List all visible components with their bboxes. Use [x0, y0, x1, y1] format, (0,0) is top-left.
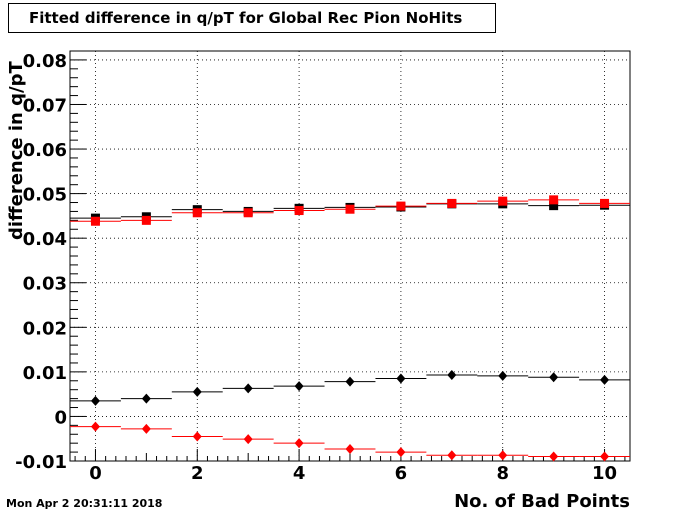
chart-title: Fitted difference in q/pT for Global Rec…: [8, 3, 496, 33]
plot-frame: [69, 50, 631, 462]
data-point: [549, 195, 559, 205]
data-point: [141, 393, 151, 404]
x-tick-label: 10: [592, 463, 617, 484]
data-point: [600, 374, 610, 385]
data-points: [70, 195, 630, 462]
data-point: [345, 204, 355, 214]
y-tick-label: 0.01: [23, 363, 67, 384]
x-tick-label: 0: [89, 463, 102, 484]
data-point: [345, 376, 355, 387]
data-point: [549, 372, 559, 383]
data-point: [243, 434, 253, 445]
x-tick-label: 4: [293, 463, 306, 484]
y-axis-label: difference in q/pT: [6, 61, 27, 240]
y-tick-labels: -0.01 0 0.01 0.02 0.03 0.04 0.05 0.06 0.07 0.08: [15, 51, 67, 473]
footer-date: Mon Apr 2 20:31:11 2018: [6, 497, 163, 510]
data-point: [345, 443, 355, 454]
data-point: [141, 215, 151, 225]
data-point: [396, 201, 406, 211]
y-tick-label: 0.08: [23, 51, 67, 72]
data-point: [90, 216, 100, 226]
axis-ticks: [70, 59, 626, 462]
y-tick-label: 0.05: [23, 185, 67, 206]
y-tick-label: 0.03: [23, 274, 67, 295]
data-point: [90, 395, 100, 406]
data-point: [498, 450, 508, 461]
data-point: [447, 369, 457, 380]
data-point: [396, 447, 406, 458]
y-tick-label: -0.01: [15, 452, 67, 473]
data-point: [294, 206, 304, 216]
data-point: [447, 198, 457, 208]
x-axis-label: No. of Bad Points: [454, 491, 630, 512]
x-tick-label: 2: [191, 463, 204, 484]
data-point: [243, 208, 253, 218]
grid-lines: [70, 51, 630, 462]
data-point: [90, 421, 100, 432]
data-point: [549, 201, 559, 211]
data-point: [447, 450, 457, 461]
data-point: [294, 438, 304, 449]
data-point: [243, 383, 253, 394]
x-tick-label: 6: [395, 463, 408, 484]
data-point: [498, 196, 508, 206]
data-point: [600, 198, 610, 208]
data-point: [192, 386, 202, 397]
data-point: [192, 208, 202, 218]
data-point: [141, 423, 151, 434]
x-tick-labels: 0 2 4 6 8 10: [89, 463, 617, 484]
data-point: [498, 370, 508, 381]
y-tick-label: 0.04: [23, 229, 67, 250]
y-tick-label: 0.02: [23, 318, 67, 339]
y-tick-label: 0.06: [23, 140, 67, 161]
data-point: [600, 451, 610, 462]
y-tick-label: 0: [54, 407, 67, 428]
data-point: [192, 431, 202, 442]
data-point: [549, 451, 559, 462]
data-point: [396, 373, 406, 384]
y-tick-label: 0.07: [23, 95, 67, 116]
x-tick-label: 8: [496, 463, 509, 484]
data-point: [294, 381, 304, 392]
